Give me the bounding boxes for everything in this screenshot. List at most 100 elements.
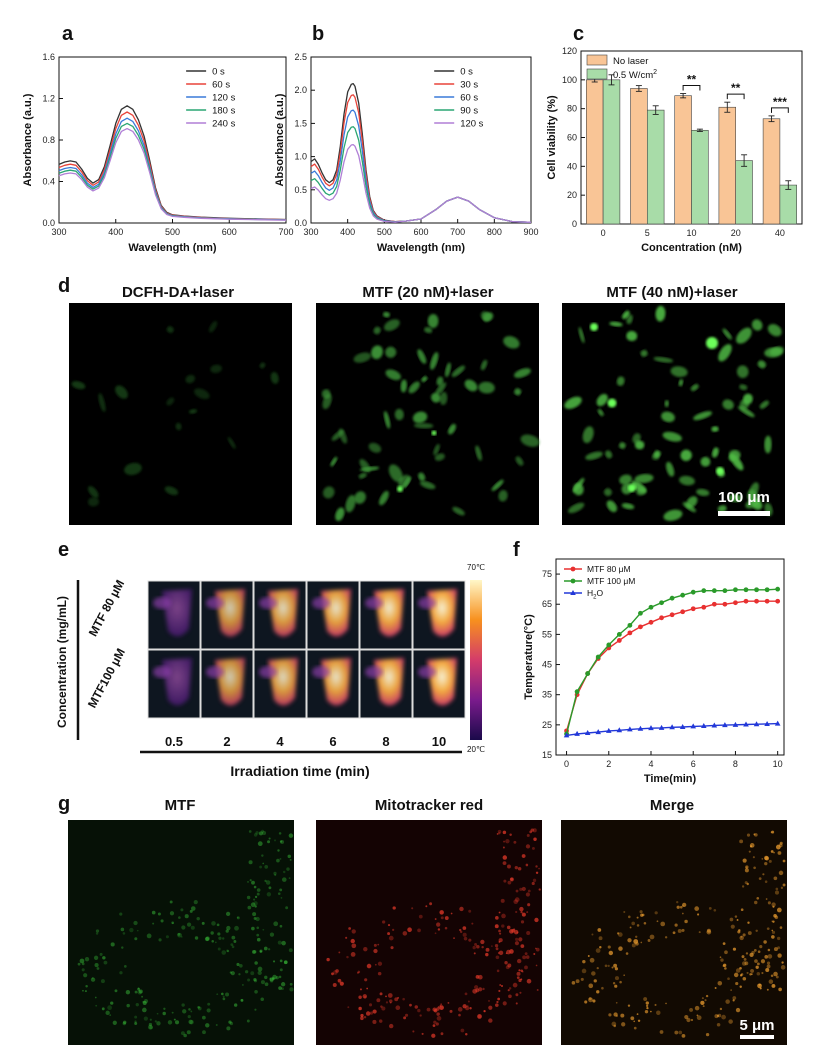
cell [651,453,659,461]
cell [606,500,617,513]
series-line [58,105,287,221]
fluorescent-dot [633,1020,636,1023]
cell [427,313,439,329]
cell [653,356,674,363]
fluorescent-dot [620,1013,625,1018]
fluorescent-dot [251,880,255,885]
fluorescent-dot [394,997,399,1002]
y-tick-label: 60 [567,133,577,143]
fluorescent-dot [262,862,265,865]
fluorescent-dot [756,972,761,976]
fluorescent-dot [694,906,700,911]
fluorescent-dot [236,916,240,920]
data-point [648,619,654,625]
data-point [701,588,707,594]
data-point [595,729,602,735]
fluorescent-dot [280,840,285,844]
fluorescent-dot [163,1007,166,1010]
fluorescent-dot [345,936,348,939]
fluorescent-dot [241,983,244,986]
fluorescent-dot [465,1006,470,1011]
cell [452,506,465,516]
fluorescent-dot [434,918,437,920]
x-tick-label: 40 [775,228,785,238]
series-line [58,117,287,221]
fluorescent-dot [262,928,265,931]
fluorescent-dot [516,971,521,976]
fluorescent-dot [498,989,501,993]
fluorescent-dot [656,1010,661,1015]
fluorescent-dot [337,978,342,983]
fluorescent-dot [221,992,224,996]
y-axis-label: Absorbance (a.u.) [22,93,34,186]
fluorescent-dot [504,961,508,965]
fluorescent-dot [778,987,782,992]
fluorescent-dot [93,955,99,960]
y-axis-label: Cell viability (%) [546,95,558,180]
fluorescent-dot [137,990,142,995]
cell [385,369,401,381]
fluorescent-dot [730,989,732,991]
data-point [764,598,770,604]
fluorescent-dot [477,1014,482,1019]
x-tick-label: 500 [165,227,180,237]
data-point [743,721,749,727]
data-point [754,598,759,604]
fluorescent-dot [254,905,257,908]
y-tick-label: 120 [562,46,577,56]
fluorescent-dot [768,979,774,984]
fluorescent-dot [498,950,504,956]
fluorescent-dot [580,977,584,981]
fluorescent-dot [736,919,739,921]
fluorescent-dot [331,972,334,976]
fluorescent-dot [774,915,779,920]
fluorescent-dot [229,971,232,974]
cell [87,486,99,499]
fluorescent-dot [532,828,537,833]
fluorescent-dot [480,939,485,945]
fluorescent-dot [679,905,683,909]
fluorescent-dot [388,1023,394,1029]
fluorescent-dot [272,960,276,963]
thermal-cap [312,597,330,609]
fluorescent-dot [201,921,205,925]
fluorescent-dot [654,911,658,915]
panel-letter-c: c [573,23,584,45]
fluorescent-dot [644,1009,649,1014]
data-point [711,722,718,728]
data-point [764,720,770,726]
fluorescent-dot [474,985,479,990]
fluorescent-dot [94,963,99,968]
fluorescent-dot [496,1000,499,1004]
panel-letter-d: d [58,275,70,297]
fluorescent-dot [705,1032,710,1037]
confocal-title-1: MTF [165,797,196,814]
fluorescent-dot [761,971,764,975]
legend-marker [570,566,576,572]
fluorescent-dot [450,912,453,915]
fluorescent-dot [248,860,253,865]
fluorescent-dot [701,997,704,1000]
fluorescent-dot [767,948,771,952]
fluorescent-dot [269,977,274,982]
fluorescent-dot [717,1013,722,1018]
fluorescent-dot [184,914,189,919]
fluorescent-dot [514,941,520,946]
fluorescent-dot [162,1011,166,1016]
fluorescent-dot [387,932,391,936]
fluorescent-dot [253,833,258,837]
fluorescent-dot [129,927,134,933]
fluorescent-dot [623,974,625,977]
cell [71,380,86,390]
fluorescent-dot [535,865,538,868]
fluorescent-dot [530,828,534,832]
fluorescent-dot [716,1014,720,1017]
fluorescent-dot [474,942,478,946]
micrograph-title-3: MTF (40 nM)+laser [606,284,737,301]
data-point [700,723,707,729]
fluorescent-dot [495,916,499,920]
data-point [669,595,675,601]
fluorescent-dot [628,915,631,919]
fluorescent-dot [740,935,743,938]
fluorescent-dot [481,945,484,949]
